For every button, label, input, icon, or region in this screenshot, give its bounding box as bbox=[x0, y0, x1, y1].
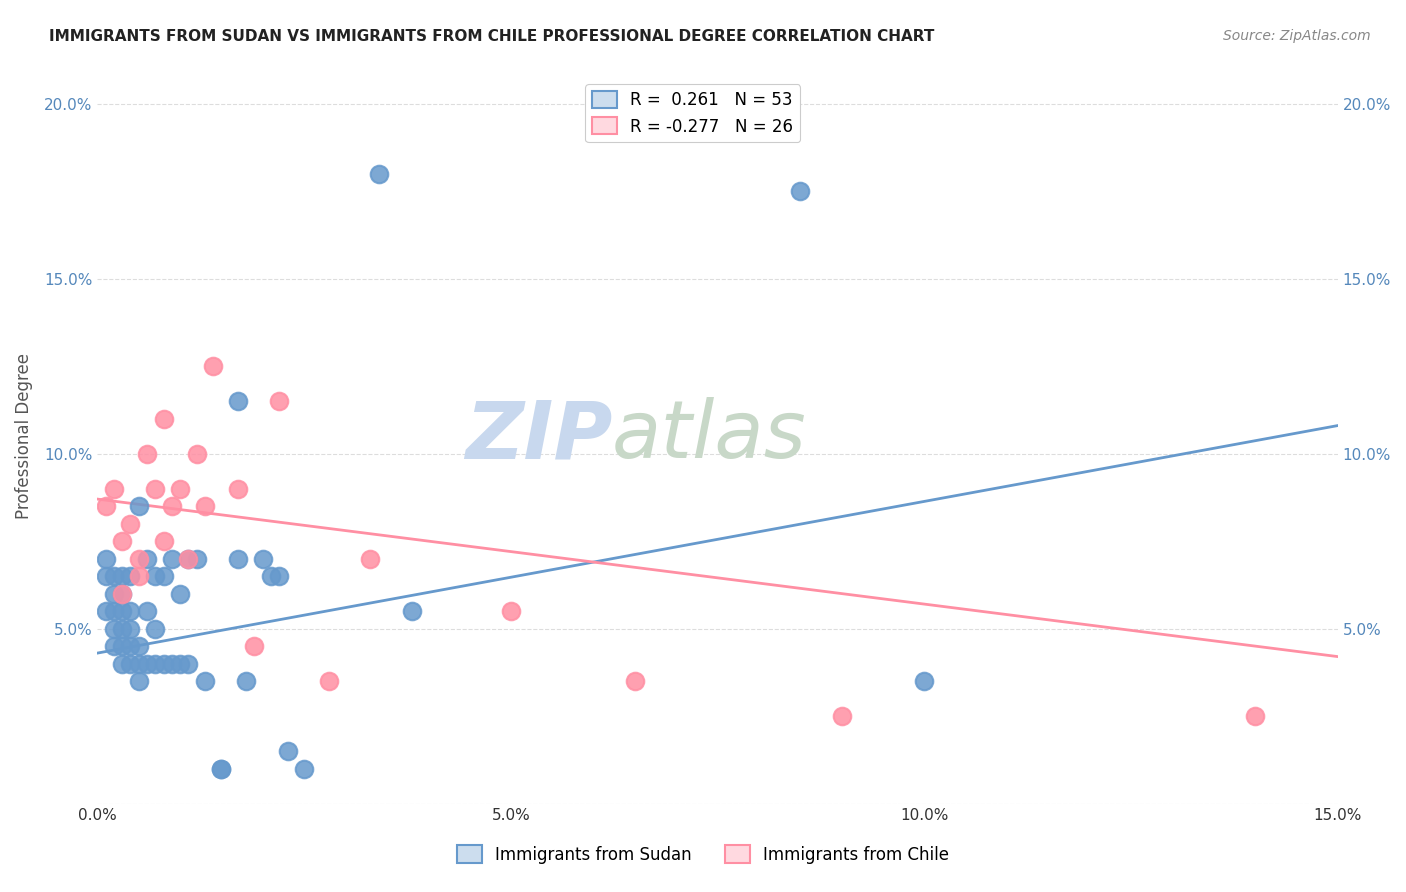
Y-axis label: Professional Degree: Professional Degree bbox=[15, 353, 32, 519]
Point bbox=[186, 446, 208, 460]
Point bbox=[136, 446, 159, 460]
Point bbox=[111, 657, 134, 671]
Point bbox=[120, 657, 142, 671]
Point bbox=[260, 569, 283, 583]
Point bbox=[194, 499, 217, 513]
Point bbox=[169, 482, 191, 496]
Point bbox=[226, 551, 249, 566]
Point bbox=[128, 657, 150, 671]
Point bbox=[143, 622, 166, 636]
Point bbox=[152, 534, 174, 549]
Point bbox=[111, 586, 134, 600]
Point bbox=[209, 762, 232, 776]
Point bbox=[94, 569, 117, 583]
Point bbox=[186, 551, 208, 566]
Point bbox=[128, 499, 150, 513]
Point bbox=[269, 394, 291, 409]
Point bbox=[120, 622, 142, 636]
Point bbox=[128, 551, 150, 566]
Point bbox=[111, 604, 134, 618]
Point bbox=[128, 674, 150, 689]
Point bbox=[120, 639, 142, 653]
Point bbox=[202, 359, 225, 373]
Point bbox=[226, 482, 249, 496]
Text: IMMIGRANTS FROM SUDAN VS IMMIGRANTS FROM CHILE PROFESSIONAL DEGREE CORRELATION C: IMMIGRANTS FROM SUDAN VS IMMIGRANTS FROM… bbox=[49, 29, 935, 44]
Point bbox=[103, 604, 125, 618]
Point bbox=[111, 534, 134, 549]
Text: ZIP: ZIP bbox=[465, 397, 612, 475]
Point bbox=[160, 551, 183, 566]
Text: Source: ZipAtlas.com: Source: ZipAtlas.com bbox=[1223, 29, 1371, 43]
Point bbox=[111, 586, 134, 600]
Point bbox=[136, 604, 159, 618]
Point bbox=[277, 744, 299, 758]
Point bbox=[94, 499, 117, 513]
Point bbox=[359, 551, 381, 566]
Point bbox=[789, 184, 811, 198]
Text: atlas: atlas bbox=[612, 397, 807, 475]
Legend: R =  0.261   N = 53, R = -0.277   N = 26: R = 0.261 N = 53, R = -0.277 N = 26 bbox=[585, 84, 800, 142]
Point bbox=[169, 586, 191, 600]
Point bbox=[169, 657, 191, 671]
Point bbox=[143, 482, 166, 496]
Point bbox=[136, 657, 159, 671]
Point bbox=[111, 622, 134, 636]
Point bbox=[152, 411, 174, 425]
Point bbox=[226, 394, 249, 409]
Point bbox=[136, 551, 159, 566]
Point bbox=[912, 674, 935, 689]
Point bbox=[128, 639, 150, 653]
Point bbox=[103, 569, 125, 583]
Point bbox=[160, 499, 183, 513]
Point bbox=[318, 674, 340, 689]
Point bbox=[94, 604, 117, 618]
Point bbox=[152, 569, 174, 583]
Point bbox=[94, 551, 117, 566]
Point bbox=[143, 657, 166, 671]
Point bbox=[269, 569, 291, 583]
Point bbox=[1244, 709, 1267, 723]
Point bbox=[401, 604, 423, 618]
Point bbox=[103, 622, 125, 636]
Point bbox=[243, 639, 266, 653]
Point bbox=[152, 657, 174, 671]
Point bbox=[103, 639, 125, 653]
Point bbox=[128, 569, 150, 583]
Point bbox=[499, 604, 522, 618]
Point bbox=[160, 657, 183, 671]
Point bbox=[194, 674, 217, 689]
Point bbox=[120, 569, 142, 583]
Point bbox=[177, 551, 200, 566]
Point bbox=[120, 516, 142, 531]
Point bbox=[292, 762, 315, 776]
Point bbox=[143, 569, 166, 583]
Point bbox=[177, 551, 200, 566]
Legend: Immigrants from Sudan, Immigrants from Chile: Immigrants from Sudan, Immigrants from C… bbox=[450, 838, 956, 871]
Point bbox=[120, 604, 142, 618]
Point bbox=[252, 551, 274, 566]
Point bbox=[367, 167, 389, 181]
Point bbox=[235, 674, 257, 689]
Point bbox=[103, 586, 125, 600]
Point bbox=[103, 482, 125, 496]
Point bbox=[624, 674, 647, 689]
Point bbox=[177, 657, 200, 671]
Point bbox=[209, 762, 232, 776]
Point bbox=[111, 639, 134, 653]
Point bbox=[111, 569, 134, 583]
Point bbox=[831, 709, 853, 723]
